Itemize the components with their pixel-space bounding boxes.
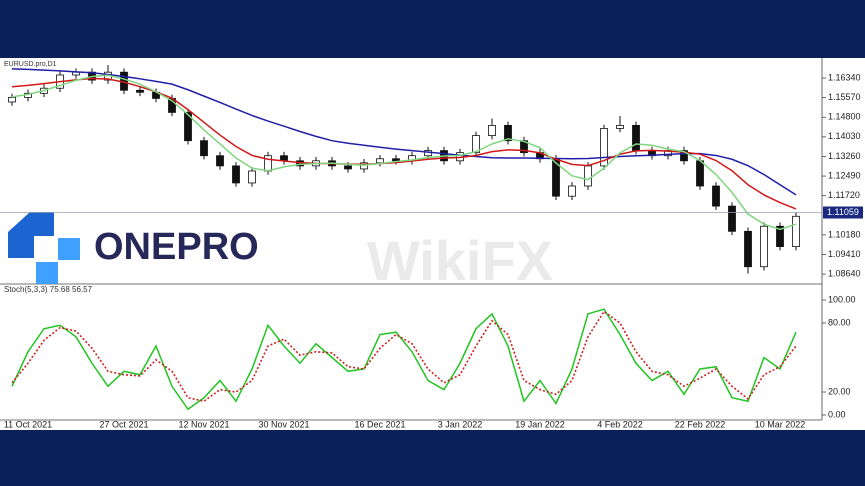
candle-body bbox=[392, 158, 400, 162]
y-tick-label: 1.12490 bbox=[828, 170, 861, 180]
candle-body bbox=[8, 96, 16, 103]
date-label: 22 Feb 2022 bbox=[675, 419, 726, 429]
candle-body bbox=[680, 150, 688, 162]
date-label: 12 Nov 2021 bbox=[178, 419, 229, 429]
date-label: 16 Dec 2021 bbox=[354, 419, 405, 429]
candle-body bbox=[696, 160, 704, 187]
logo-text: ONEPRO bbox=[94, 226, 259, 268]
date-label: 19 Jan 2022 bbox=[515, 419, 565, 429]
date-label: 30 Nov 2021 bbox=[258, 419, 309, 429]
y-tick-label: 1.11720 bbox=[828, 190, 860, 200]
y-tick-label: 0.00 bbox=[828, 409, 846, 419]
candle-body bbox=[376, 158, 384, 164]
y-tick-label: 100.00 bbox=[828, 294, 856, 304]
line-series bbox=[11, 74, 797, 231]
y-tick-label: 1.08640 bbox=[828, 268, 861, 278]
candle-body bbox=[568, 185, 576, 197]
candle-body bbox=[136, 89, 144, 93]
date-label: 4 Feb 2022 bbox=[597, 419, 643, 429]
y-tick-label: 1.09410 bbox=[828, 249, 861, 259]
candle-body bbox=[344, 165, 352, 170]
candle-body bbox=[776, 225, 784, 248]
current-price-label: 1.11059 bbox=[827, 207, 859, 217]
y-tick-label: 1.13260 bbox=[828, 151, 861, 161]
current-price-box bbox=[823, 206, 863, 219]
y-tick-label: 1.15570 bbox=[828, 92, 861, 102]
watermark: WikiFX bbox=[367, 229, 553, 292]
line-series bbox=[11, 77, 797, 210]
y-tick-label: 1.16340 bbox=[828, 72, 861, 82]
candle-body bbox=[728, 205, 736, 232]
line-series bbox=[11, 310, 797, 403]
y-tick-label: 20.00 bbox=[828, 386, 851, 396]
logo-icon bbox=[8, 212, 80, 284]
candle-body bbox=[632, 125, 640, 152]
y-tick-label: 1.14030 bbox=[828, 131, 861, 141]
date-label: 10 Mar 2022 bbox=[755, 419, 806, 429]
candle-body bbox=[248, 170, 256, 184]
candle-body bbox=[760, 225, 768, 268]
candle-body bbox=[472, 135, 480, 154]
logo-square bbox=[58, 238, 80, 260]
line-series bbox=[11, 308, 797, 411]
logo-shape bbox=[8, 212, 54, 258]
candle-body bbox=[744, 230, 752, 268]
y-tick-label: 80.00 bbox=[828, 317, 851, 327]
candle-body bbox=[184, 112, 192, 142]
candle-body bbox=[360, 162, 368, 170]
symbol-title: EURUSD.pro,D1 bbox=[4, 61, 57, 68]
date-label: 3 Jan 2022 bbox=[438, 419, 483, 429]
date-label: 11 Oct 2021 bbox=[4, 419, 52, 429]
candle-body bbox=[504, 125, 512, 142]
date-label: 27 Oct 2021 bbox=[99, 419, 148, 429]
candle-body bbox=[600, 128, 608, 167]
logo-square bbox=[36, 262, 58, 284]
line-series bbox=[11, 68, 797, 196]
candle-body bbox=[584, 165, 592, 187]
candle-body bbox=[200, 140, 208, 157]
candle-body bbox=[488, 125, 496, 136]
candle-body bbox=[216, 155, 224, 167]
candle-body bbox=[712, 185, 720, 207]
candle-body bbox=[232, 165, 240, 184]
stoch-title: Stoch(5,3,3) 75.68 56.57 bbox=[4, 285, 93, 294]
y-tick-label: 1.10180 bbox=[828, 229, 861, 239]
candle-body bbox=[616, 125, 624, 129]
candle-body bbox=[792, 215, 800, 248]
y-tick-label: 1.14800 bbox=[828, 112, 861, 122]
candle-body bbox=[520, 140, 528, 154]
